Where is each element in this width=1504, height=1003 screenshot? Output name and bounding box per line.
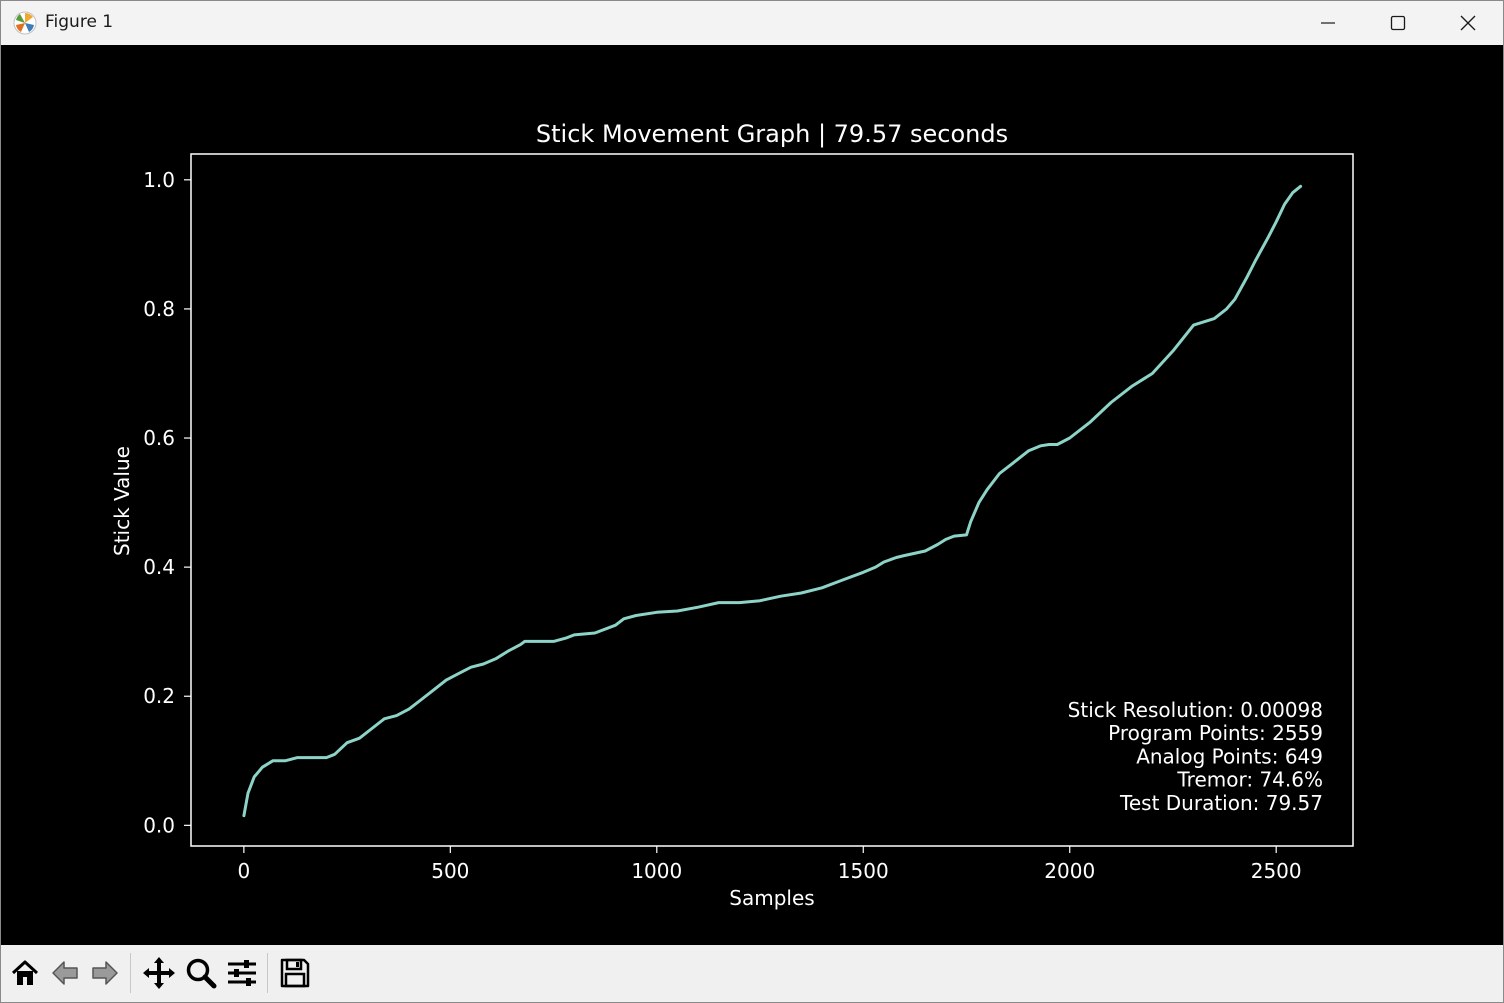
toolbar-separator <box>267 953 268 993</box>
x-tick-label: 0 <box>237 859 250 883</box>
x-tick-label: 1500 <box>838 859 889 883</box>
maximize-button[interactable] <box>1363 1 1433 45</box>
x-axis-label: Samples <box>729 886 814 910</box>
series-group <box>242 184 1303 818</box>
y-tick-label: 0.2 <box>143 684 175 708</box>
matplotlib-logo-icon <box>13 11 37 35</box>
forward-arrow-icon <box>92 961 118 985</box>
window-title: Figure 1 <box>45 12 114 32</box>
y-tick-label: 1.0 <box>143 168 175 192</box>
home-button[interactable] <box>7 955 43 991</box>
pan-icon <box>143 957 175 989</box>
y-axis-ticks: 0.0 0.2 0.4 0.6 0.8 1.0 <box>143 168 191 837</box>
close-button[interactable] <box>1433 1 1503 45</box>
y-tick-label: 0.0 <box>143 813 175 837</box>
back-arrow-icon <box>52 961 78 985</box>
configure-subplots-button[interactable] <box>224 955 260 991</box>
title-bar[interactable]: Figure 1 <box>1 1 1503 45</box>
plot-area-frame <box>190 153 1354 847</box>
x-tick-label: 500 <box>431 859 469 883</box>
x-tick-label: 2500 <box>1251 859 1302 883</box>
forward-button[interactable] <box>87 955 123 991</box>
chart-title: Stick Movement Graph | 79.57 seconds <box>536 120 1008 148</box>
x-tick-label: 2000 <box>1044 859 1095 883</box>
pan-button[interactable] <box>141 955 177 991</box>
y-tick-label: 0.6 <box>143 426 175 450</box>
annotation-line: Test Duration: 79.57 <box>1119 791 1323 815</box>
annotation-line: Analog Points: 649 <box>1136 744 1323 768</box>
y-axis-label: Stick Value <box>110 446 134 556</box>
close-icon <box>1460 15 1476 31</box>
save-button[interactable] <box>277 955 313 991</box>
toolbar-separator <box>130 953 131 993</box>
figure-canvas[interactable]: Stick Movement Graph | 79.57 seconds 0 50… <box>1 45 1503 945</box>
annotation-line: Program Points: 2559 <box>1108 721 1323 745</box>
annotation-line: Tremor: 74.6% <box>1176 768 1323 792</box>
zoom-button[interactable] <box>183 955 219 991</box>
y-tick-label: 0.4 <box>143 555 175 579</box>
zoom-icon <box>186 958 217 989</box>
annotation-line: Stick Resolution: 0.00098 <box>1068 698 1323 722</box>
navigation-toolbar <box>1 945 1503 1002</box>
x-tick-label: 1000 <box>631 859 682 883</box>
save-icon <box>280 958 310 988</box>
x-axis-ticks: 0 500 1000 1500 2000 2500 <box>237 846 1302 883</box>
home-icon <box>11 960 39 985</box>
minimize-icon <box>1321 22 1335 24</box>
series-line <box>242 184 1303 818</box>
stick-movement-chart: Stick Movement Graph | 79.57 seconds 0 50… <box>110 120 1354 910</box>
back-button[interactable] <box>47 955 83 991</box>
minimize-button[interactable] <box>1293 1 1363 45</box>
maximize-icon <box>1390 15 1406 31</box>
configure-subplots-icon <box>228 960 256 986</box>
y-tick-label: 0.8 <box>143 297 175 321</box>
